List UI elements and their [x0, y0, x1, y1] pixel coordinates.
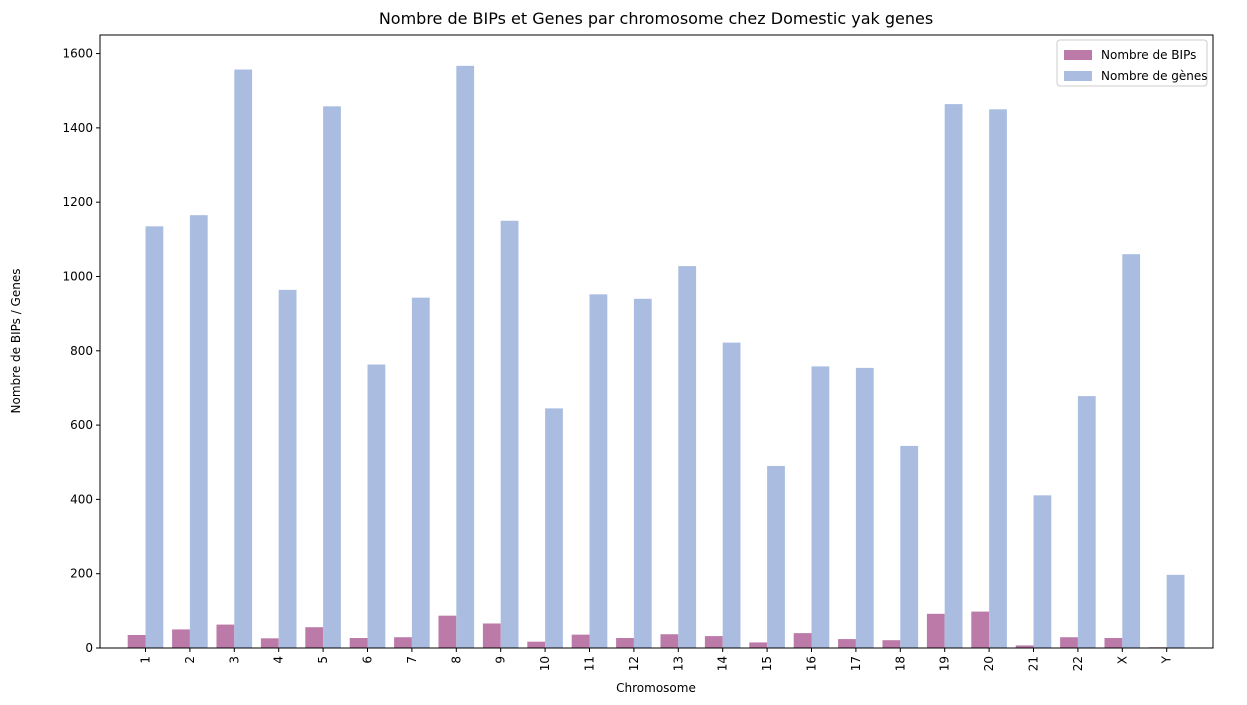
legend-frame [1056, 39, 1208, 87]
legend-swatch-1 [1064, 71, 1092, 81]
y-tick-label: 400 [70, 492, 93, 506]
bar-genes-16 [811, 366, 830, 648]
bar-genes-Y [1166, 574, 1185, 648]
bar-bips-6 [349, 637, 368, 648]
bar-genes-12 [633, 298, 652, 648]
x-tick-label: 22 [1071, 656, 1085, 671]
bar-bips-12 [616, 637, 634, 648]
bar-bips-2 [172, 629, 190, 648]
bar-genes-21 [1033, 495, 1052, 648]
bar-genes-X [1122, 254, 1141, 648]
bar-genes-11 [589, 294, 608, 648]
bar-genes-3 [234, 69, 253, 649]
bar-genes-13 [678, 266, 697, 648]
x-tick-label: X [1115, 656, 1129, 664]
x-tick-label: 20 [982, 656, 996, 671]
bar-bips-X [1104, 637, 1123, 648]
bar-bips-9 [482, 623, 501, 648]
bar-bips-14 [704, 636, 723, 648]
bar-genes-5 [323, 106, 341, 648]
bar-bips-17 [838, 639, 856, 648]
legend-swatch-0 [1064, 50, 1092, 60]
legend-label-0: Nombre de BIPs [1101, 48, 1196, 62]
bar-genes-22 [1077, 396, 1096, 648]
bar-bips-13 [660, 634, 679, 648]
bar-bips-8 [438, 615, 457, 648]
bar-genes-4 [278, 289, 297, 648]
x-tick-label: 10 [538, 656, 552, 671]
bar-genes-17 [855, 367, 874, 648]
x-axis-label: Chromosome [616, 681, 696, 695]
x-tick-label: 13 [671, 656, 685, 671]
x-tick-label: 12 [627, 656, 641, 671]
bar-bips-19 [926, 613, 945, 648]
bar-genes-14 [722, 342, 741, 648]
y-tick-label: 800 [70, 344, 93, 358]
x-tick-label: 16 [805, 656, 819, 671]
y-tick-label: 1600 [62, 47, 93, 61]
y-tick-label: 0 [85, 641, 93, 655]
axes-frame [99, 34, 1214, 649]
x-tick-label: 5 [316, 656, 330, 664]
bar-bips-15 [749, 642, 768, 648]
bar-genes-20 [989, 109, 1007, 649]
bar-bips-16 [793, 633, 812, 648]
y-tick-label: 1000 [62, 269, 93, 283]
x-tick-label: Y [1160, 655, 1174, 664]
series-0 [127, 611, 1167, 648]
bar-genes-15 [767, 465, 785, 648]
x-tick-label: 11 [583, 656, 597, 671]
bar-genes-8 [456, 65, 475, 649]
y-tick-label: 1400 [62, 121, 93, 135]
x-tick-label: 17 [849, 656, 863, 671]
bar-genes-19 [944, 104, 963, 649]
y-tick-label: 600 [70, 418, 93, 432]
bar-genes-9 [500, 220, 519, 648]
bar-genes-6 [367, 364, 386, 648]
x-tick-label: 4 [272, 656, 286, 664]
legend: Nombre de BIPs Nombre de gènes [1056, 39, 1208, 87]
bar-bips-18 [882, 640, 901, 648]
bar-bips-22 [1060, 637, 1078, 648]
x-tick-label: 7 [405, 656, 419, 664]
x-tick-label: 15 [760, 656, 774, 671]
bar-bips-4 [260, 638, 279, 648]
bar-genes-1 [145, 226, 164, 648]
x-tick-label: 2 [183, 656, 197, 664]
bar-genes-7 [411, 297, 430, 648]
bar-genes-10 [545, 408, 563, 648]
bar-bips-20 [971, 611, 990, 648]
bar-bips-7 [394, 637, 412, 648]
y-tick-label: 1200 [62, 195, 93, 209]
x-tick-label: 1 [139, 656, 153, 664]
x-tick-label: 6 [361, 656, 375, 664]
bar-bips-3 [216, 624, 235, 648]
bar-genes-18 [900, 445, 919, 648]
bar-bips-1 [127, 635, 146, 648]
x-tick-label: 9 [494, 656, 508, 664]
y-tick-label: 200 [70, 567, 93, 581]
bar-genes-2 [189, 215, 208, 648]
bar-bips-11 [571, 634, 590, 648]
bar-bips-5 [305, 627, 324, 648]
chart-title: Nombre de BIPs et Genes par chromosome c… [379, 9, 933, 28]
x-tick-label: 8 [449, 656, 463, 664]
y-axis-label: Nombre de BIPs / Genes [9, 269, 23, 414]
series-1 [145, 65, 1185, 649]
x-tick-label: 21 [1027, 656, 1041, 671]
legend-label-1: Nombre de gènes [1101, 69, 1208, 83]
bar-bips-21 [1015, 645, 1034, 648]
x-tick-label: 18 [893, 656, 907, 671]
bar-bips-10 [527, 641, 546, 648]
x-tick-label: 3 [227, 656, 241, 664]
x-tick-label: 19 [938, 656, 952, 671]
x-tick-label: 14 [716, 656, 730, 671]
